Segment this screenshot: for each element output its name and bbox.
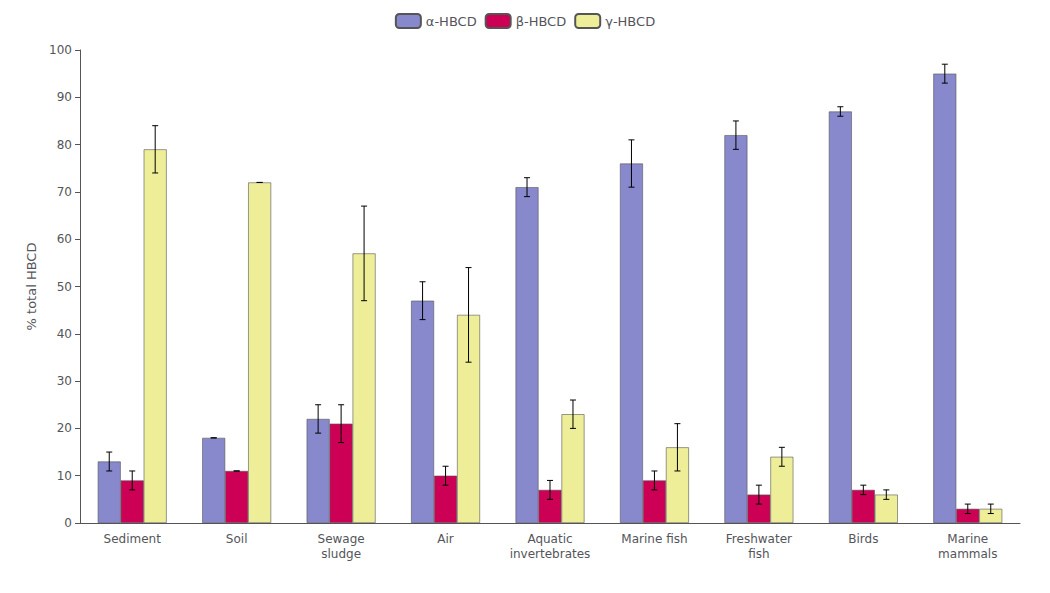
svg-text:invertebrates: invertebrates <box>510 547 591 561</box>
svg-text:20: 20 <box>57 421 72 435</box>
svg-text:80: 80 <box>57 138 72 152</box>
svg-text:% total HBCD: % total HBCD <box>24 243 39 331</box>
svg-text:mammals: mammals <box>938 547 997 561</box>
svg-text:fish: fish <box>748 547 769 561</box>
svg-text:Air: Air <box>437 532 454 546</box>
svg-text:30: 30 <box>57 374 72 388</box>
svg-text:β-HBCD: β-HBCD <box>516 14 567 29</box>
svg-text:Soil: Soil <box>226 532 248 546</box>
svg-text:sludge: sludge <box>321 547 361 561</box>
svg-text:Aquatic: Aquatic <box>527 532 572 546</box>
svg-text:100: 100 <box>49 43 72 57</box>
svg-text:60: 60 <box>57 232 72 246</box>
svg-text:Sewage: Sewage <box>318 532 365 546</box>
svg-text:90: 90 <box>57 90 72 104</box>
svg-text:α-HBCD: α-HBCD <box>426 14 477 29</box>
svg-text:0: 0 <box>64 516 72 530</box>
svg-text:40: 40 <box>57 327 72 341</box>
svg-text:50: 50 <box>57 280 72 294</box>
svg-text:70: 70 <box>57 185 72 199</box>
svg-text:Birds: Birds <box>848 532 878 546</box>
svg-text:Marine: Marine <box>947 532 988 546</box>
svg-text:10: 10 <box>57 469 72 483</box>
svg-text:γ-HBCD: γ-HBCD <box>605 14 655 29</box>
svg-text:Marine fish: Marine fish <box>621 532 687 546</box>
svg-text:Sediment: Sediment <box>104 532 162 546</box>
svg-text:Freshwater: Freshwater <box>726 532 792 546</box>
